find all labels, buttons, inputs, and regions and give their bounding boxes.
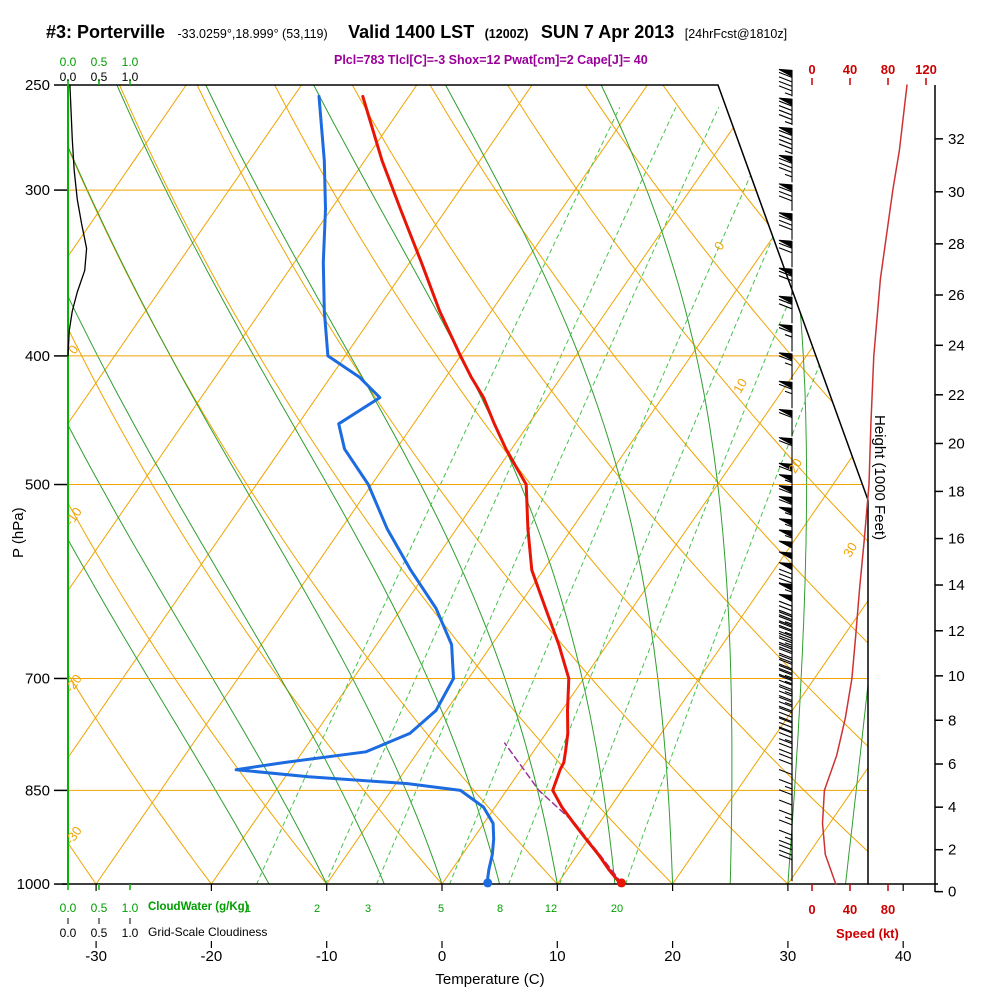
svg-text:1.0: 1.0 [122, 70, 139, 84]
svg-text:0.5: 0.5 [91, 70, 108, 84]
svg-text:-30: -30 [62, 823, 85, 847]
svg-text:0.0: 0.0 [60, 926, 77, 940]
svg-text:24: 24 [948, 337, 965, 354]
svg-text:40: 40 [843, 62, 857, 77]
title-row: #3: Porterville -33.0259°,18.999° (53,11… [46, 22, 787, 43]
station-coords: -33.0259°,18.999° (53,119) [177, 27, 328, 41]
svg-text:40: 40 [843, 902, 857, 917]
svg-text:0: 0 [808, 62, 815, 77]
svg-text:250: 250 [25, 77, 50, 94]
svg-text:22: 22 [948, 387, 965, 404]
forecast-tag: [24hrFcst@1810z] [684, 27, 788, 41]
svg-text:20: 20 [611, 903, 623, 915]
svg-text:-30: -30 [85, 948, 107, 965]
svg-text:6: 6 [948, 756, 956, 773]
svg-text:40: 40 [895, 948, 912, 965]
svg-text:80: 80 [881, 62, 895, 77]
svg-text:-20: -20 [62, 671, 85, 695]
svg-text:20: 20 [664, 948, 681, 965]
svg-text:20: 20 [785, 456, 805, 476]
svg-text:850: 850 [25, 782, 50, 799]
svg-text:0: 0 [711, 239, 728, 253]
svg-text:20: 20 [948, 435, 965, 452]
svg-text:4: 4 [948, 799, 956, 816]
svg-text:10: 10 [948, 668, 965, 685]
svg-text:120: 120 [915, 62, 937, 77]
svg-text:1000: 1000 [17, 876, 50, 893]
svg-text:8: 8 [948, 712, 956, 729]
svg-text:-20: -20 [201, 948, 223, 965]
pressure-axis-title: P (hPa) [10, 507, 27, 558]
svg-text:500: 500 [25, 477, 50, 494]
svg-text:30: 30 [780, 948, 797, 965]
svg-text:30: 30 [948, 184, 965, 201]
svg-text:26: 26 [948, 287, 965, 304]
cloudiness-axis-title: Grid-Scale Cloudiness [148, 925, 268, 939]
svg-text:700: 700 [25, 670, 50, 687]
svg-text:400: 400 [25, 348, 50, 365]
station-title: #3: Porterville [46, 22, 166, 42]
svg-text:2: 2 [948, 842, 956, 859]
svg-text:10: 10 [730, 376, 750, 396]
svg-text:12: 12 [545, 903, 557, 915]
svg-text:18: 18 [948, 483, 965, 500]
svg-text:0: 0 [948, 884, 956, 901]
svg-text:3: 3 [365, 903, 371, 915]
valid-time: Valid 1400 LST [348, 22, 475, 42]
speed-axis-title: Speed (kt) [836, 926, 899, 941]
svg-text:2: 2 [314, 903, 320, 915]
temperature-axis-title: Temperature (C) [435, 971, 545, 988]
svg-text:80: 80 [881, 902, 895, 917]
svg-text:12: 12 [948, 623, 965, 640]
svg-text:0: 0 [808, 902, 815, 917]
svg-text:28: 28 [948, 236, 965, 253]
svg-text:30: 30 [840, 540, 860, 560]
height-axis-title: Height (1000 Feet) [871, 415, 888, 541]
cloudwater-axis-title: CloudWater (g/Kg) [148, 901, 249, 913]
svg-text:0.0: 0.0 [60, 70, 77, 84]
svg-text:0.5: 0.5 [91, 901, 108, 915]
svg-text:1.0: 1.0 [122, 926, 139, 940]
svg-text:32: 32 [948, 131, 965, 148]
svg-text:-10: -10 [62, 504, 85, 528]
svg-text:10: 10 [549, 948, 566, 965]
svg-text:16: 16 [948, 531, 965, 548]
svg-text:5: 5 [438, 903, 444, 915]
svg-text:0: 0 [438, 948, 446, 965]
svg-text:14: 14 [948, 577, 965, 594]
svg-text:1: 1 [245, 903, 251, 915]
valid-date: SUN 7 Apr 2013 [540, 22, 675, 42]
svg-text:1.0: 1.0 [122, 55, 139, 69]
svg-text:0.5: 0.5 [91, 926, 108, 940]
svg-text:-10: -10 [316, 948, 338, 965]
svg-text:0.5: 0.5 [91, 55, 108, 69]
svg-text:300: 300 [25, 182, 50, 199]
valid-zulu: (1200Z) [484, 27, 529, 41]
stability-params: Plcl=783 Tlcl[C]=-3 Shox=12 Pwat[cm]=2 C… [334, 53, 648, 67]
svg-text:1.0: 1.0 [122, 901, 139, 915]
svg-text:0.0: 0.0 [60, 901, 77, 915]
svg-text:8: 8 [497, 903, 503, 915]
svg-text:0.0: 0.0 [60, 55, 77, 69]
